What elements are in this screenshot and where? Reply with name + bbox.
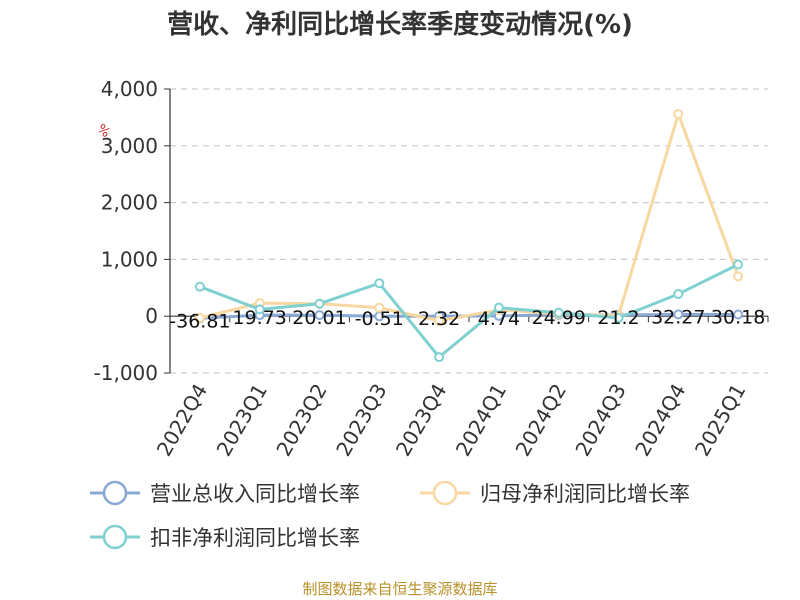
axes (169, 89, 768, 373)
x-axis-ticks: 2022Q4 2023Q1 2023Q2 2023Q3 2023Q4 2024Q1 2024… (152, 316, 769, 461)
x-tick-label: 2023Q3 (331, 380, 391, 461)
series-line-2 (199, 263, 739, 359)
data-point (194, 312, 205, 323)
y-tick-label: -1,000 (94, 361, 158, 385)
y-tick-label: 1,000 (101, 247, 158, 271)
y-axis-ticks: 4,000 3,000 2,000 1,000 0 -1,000 (94, 77, 170, 385)
data-labels: -36.81 19.73 20.01 -0.51 2.32 4.74 24.99 21.2 32… (169, 306, 765, 332)
data-label: -36.81 (169, 310, 230, 332)
x-tick-label: 2023Q1 (212, 380, 272, 461)
x-tick-label: 2023Q4 (391, 379, 451, 460)
data-point (493, 302, 504, 313)
data-point (434, 315, 445, 326)
data-label: 20.01 (292, 307, 346, 329)
x-tick-label: 2025Q1 (690, 380, 750, 461)
chart-title: 营收、净利同比增长率季度变动情况(%) (167, 9, 633, 40)
data-point (254, 304, 265, 315)
y-tick-label: 0 (145, 304, 158, 328)
data-point (613, 312, 624, 323)
data-point (434, 352, 445, 363)
data-point (673, 108, 684, 119)
data-point (194, 281, 205, 292)
series-lines (194, 108, 744, 363)
y-tick-label: 4,000 (101, 77, 158, 101)
data-point (374, 302, 385, 313)
x-tick-label: 2024Q4 (630, 380, 690, 461)
legend-marker (102, 524, 128, 550)
data-label: 30.18 (711, 306, 765, 328)
legend-label: 归母净利润同比增长率 (480, 482, 690, 506)
data-point (733, 259, 744, 270)
data-point (673, 309, 684, 320)
legend-marker (102, 480, 128, 506)
data-label: 32.27 (651, 306, 705, 328)
data-label: 24.99 (531, 307, 585, 329)
source-note: 制图数据来自恒生聚源数据库 (302, 580, 497, 598)
data-point (374, 278, 385, 289)
series-line-1 (199, 112, 740, 323)
x-tick-label: 2023Q2 (271, 380, 331, 461)
data-point (733, 271, 744, 282)
x-tick-label: 2024Q2 (511, 380, 571, 461)
x-tick-label: 2022Q4 (152, 380, 212, 461)
data-point (673, 289, 684, 300)
data-label: 2.32 (418, 308, 460, 330)
data-label: 21.2 (597, 307, 639, 329)
data-label: -0.51 (355, 308, 404, 330)
data-point (553, 307, 564, 318)
data-label: 4.74 (478, 308, 520, 330)
data-point (314, 310, 325, 321)
y-tick-label: 3,000 (101, 134, 158, 158)
data-point (733, 309, 744, 320)
y-tick-label: 2,000 (101, 191, 158, 215)
data-label: 19.73 (232, 307, 286, 329)
x-tick-label: 2024Q1 (451, 380, 511, 461)
legend-marker (432, 480, 458, 506)
x-tick-label: 2024Q3 (570, 380, 630, 461)
data-point (314, 298, 325, 309)
grid-lines (170, 88, 768, 374)
legend-label: 营业总收入同比增长率 (150, 482, 360, 506)
legend-label: 扣非净利润同比增长率 (150, 526, 360, 550)
